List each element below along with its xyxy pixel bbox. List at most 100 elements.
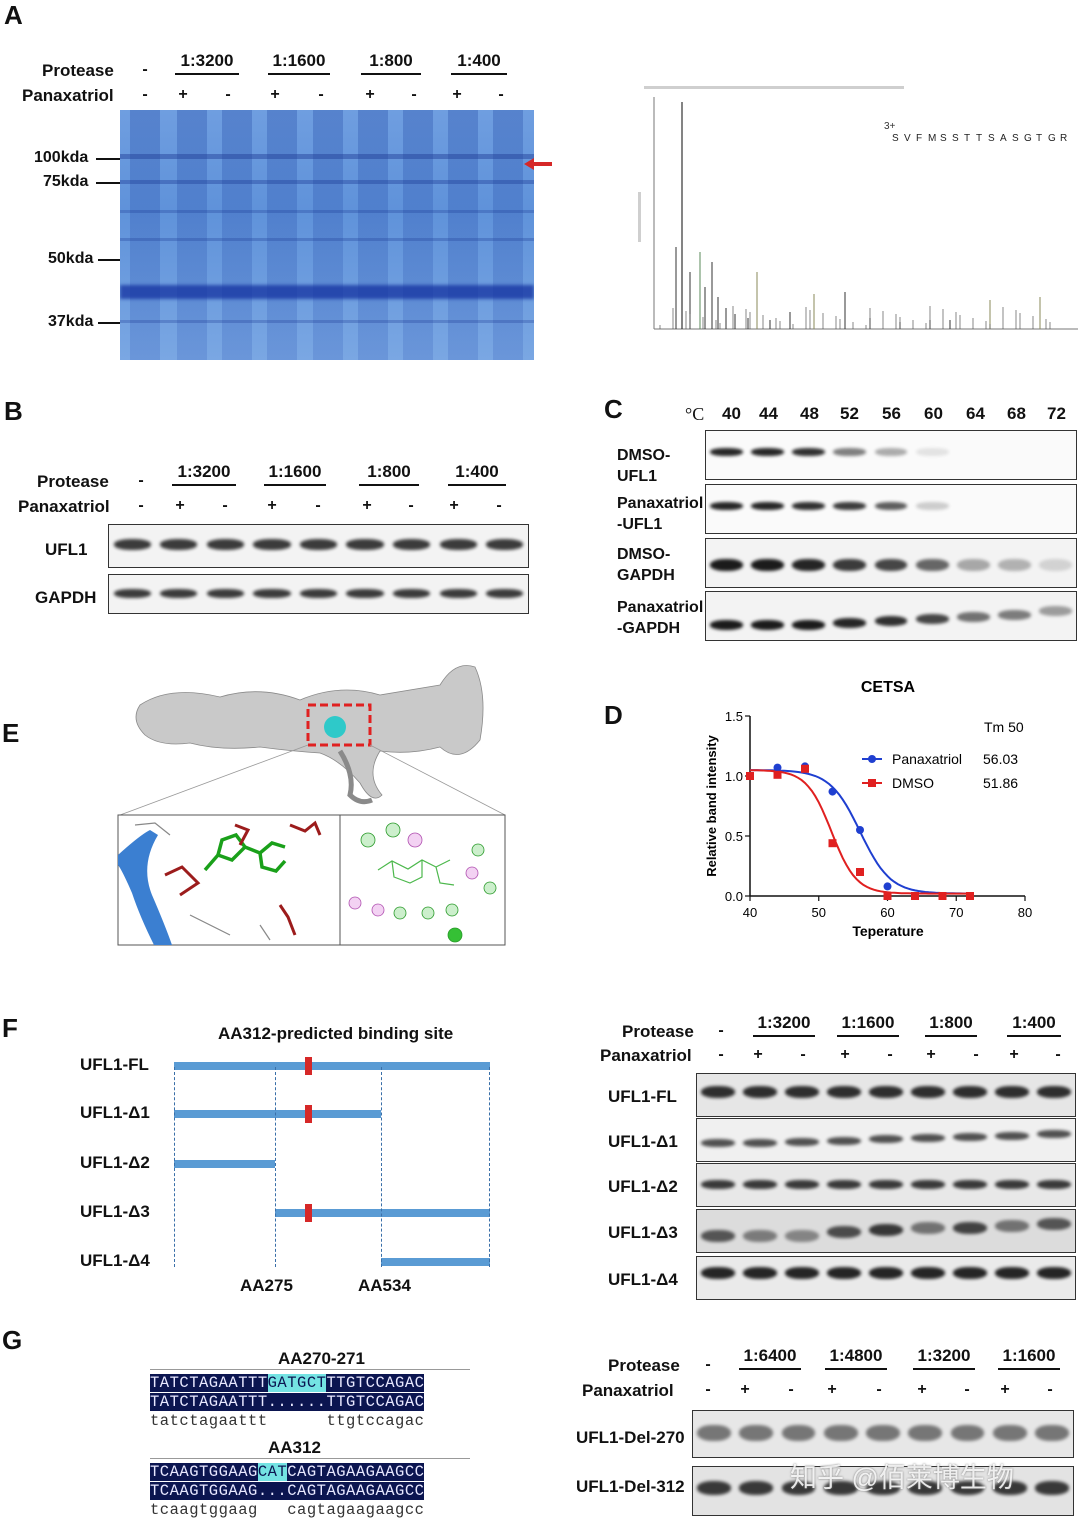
blot-band	[953, 1267, 987, 1279]
blot-band	[160, 589, 198, 598]
blot-band	[392, 589, 431, 598]
blot-band	[827, 1180, 861, 1189]
blot-band	[299, 539, 338, 550]
minus-sign: -	[788, 1381, 794, 1398]
ratio-label: 1:1600	[837, 1013, 899, 1037]
alignment-row: TCAAGTGGAAGCATCAGTAGAAGAAGCC	[150, 1463, 425, 1481]
ms-sequence-residue: T	[964, 133, 970, 144]
boundary-line	[489, 1067, 490, 1267]
docking-structure-figure	[117, 665, 506, 946]
marker-100kda: 100kda	[34, 149, 89, 166]
minus-sign: -	[142, 61, 148, 78]
blot-band	[1037, 1180, 1071, 1189]
cetsa-chart: CETSA 0.0 0.5 1.0 1.5 40 50 60 70 80 Teperature Rel…	[704, 679, 1032, 939]
minus-sign: -	[318, 86, 324, 103]
y-tick-label: 1.0	[725, 769, 743, 784]
ms-peptide-sequence: 3+	[884, 121, 896, 132]
ms-sequence-residue: S	[988, 133, 995, 144]
blot-band	[781, 1425, 816, 1441]
blot-band	[751, 502, 785, 510]
seq-suffix: TTGTCCAGAC	[326, 1374, 425, 1392]
ms-sequence-residue: S	[940, 133, 947, 144]
plus-sign: +	[840, 1046, 850, 1063]
data-point	[856, 868, 864, 876]
blot-band	[874, 559, 908, 571]
blot-band	[486, 589, 524, 598]
data-point	[883, 892, 892, 900]
data-point	[938, 892, 947, 900]
construct-bar	[174, 1062, 490, 1070]
ratio-label: 1:400	[451, 51, 507, 75]
blot-band	[792, 559, 826, 571]
cetsa-blot-dmso-gapdh	[705, 538, 1077, 588]
temperature-label: 72	[1047, 404, 1066, 423]
blot-band	[1039, 559, 1072, 571]
plus-sign: +	[362, 497, 372, 514]
x-tick-label: 50	[812, 905, 826, 920]
blot-band	[701, 1267, 735, 1279]
alignment-row: TCAAGTGGAAG...CAGTAGAAGAAGCC	[150, 1482, 425, 1500]
construct-label: UFL1-Δ1	[80, 1103, 150, 1122]
construct-bar	[275, 1209, 490, 1217]
ms-sequence-residue: A	[1000, 133, 1007, 144]
data-point	[828, 787, 837, 796]
blot-band	[827, 1086, 861, 1098]
blot-band	[739, 1481, 774, 1495]
blot-row-label: UFL1-Del-270	[576, 1428, 685, 1447]
blot-band	[950, 1481, 985, 1495]
ratio-label: 1:3200	[172, 462, 236, 486]
temperature-label: 40	[722, 404, 741, 423]
western-blot-delta4	[696, 1256, 1076, 1300]
ms-sequence-residue: T	[1036, 133, 1042, 144]
ratio-label: 1:4800	[825, 1346, 887, 1370]
legend-label: Panaxatriol	[892, 751, 962, 767]
seq-suffix: ttgtccagac	[326, 1412, 425, 1430]
protease-label: Protease	[622, 1022, 694, 1041]
x-tick-label: 40	[743, 905, 757, 920]
blot-band	[953, 1133, 987, 1141]
blot-band	[915, 448, 949, 456]
minus-sign: -	[498, 86, 504, 103]
seq-suffix: CAGTAGAAGAAGCC	[287, 1482, 425, 1500]
temperature-label: 68	[1007, 404, 1026, 423]
panaxatriol-label: Panaxatriol	[582, 1381, 674, 1400]
blot-band	[874, 616, 908, 626]
blot-band	[869, 1180, 903, 1189]
blot-band	[911, 1180, 945, 1189]
ratio-label: 1:6400	[739, 1346, 801, 1370]
blot-band	[701, 1086, 735, 1098]
blot-band	[751, 448, 785, 456]
blot-band	[1037, 1130, 1071, 1138]
alignment-row: TATCTAGAATTTGATGCTTTGTCCAGAC	[150, 1374, 425, 1392]
marker-50kda: 50kda	[48, 250, 94, 267]
blot-band	[915, 559, 949, 571]
x-axis-label: Teperature	[852, 923, 924, 939]
temperature-label: 56	[882, 404, 901, 423]
blot-band	[743, 1267, 777, 1279]
ratio-label: 1:3200	[175, 51, 239, 75]
seq-deleted	[268, 1412, 327, 1430]
blot-band	[992, 1425, 1027, 1441]
construct-label: UFL1-FL	[80, 1055, 149, 1074]
blot-band	[915, 614, 949, 624]
minus-sign: -	[1047, 1381, 1053, 1398]
construct-label: UFL1-Δ2	[80, 1153, 150, 1172]
minus-sign: -	[973, 1046, 979, 1063]
blot-band	[1035, 1425, 1069, 1441]
minus-sign: -	[876, 1381, 882, 1398]
blot-band	[956, 559, 990, 571]
fit-curve-dmso	[750, 769, 970, 895]
blot-band	[1037, 1267, 1071, 1279]
construct-label: UFL1-Δ3	[80, 1202, 150, 1221]
blot-band	[710, 620, 743, 630]
minus-sign: -	[225, 86, 231, 103]
blot-band	[823, 1481, 858, 1495]
seq-deleted	[258, 1501, 287, 1519]
temperature-label: 48	[800, 404, 819, 423]
blot-band	[833, 618, 867, 628]
marker-37kda: 37kda	[48, 313, 94, 330]
boundary-line	[174, 1067, 175, 1267]
protease-label: Protease	[37, 472, 109, 491]
blot-band	[997, 610, 1031, 620]
ratio-label: 1:400	[448, 462, 506, 486]
